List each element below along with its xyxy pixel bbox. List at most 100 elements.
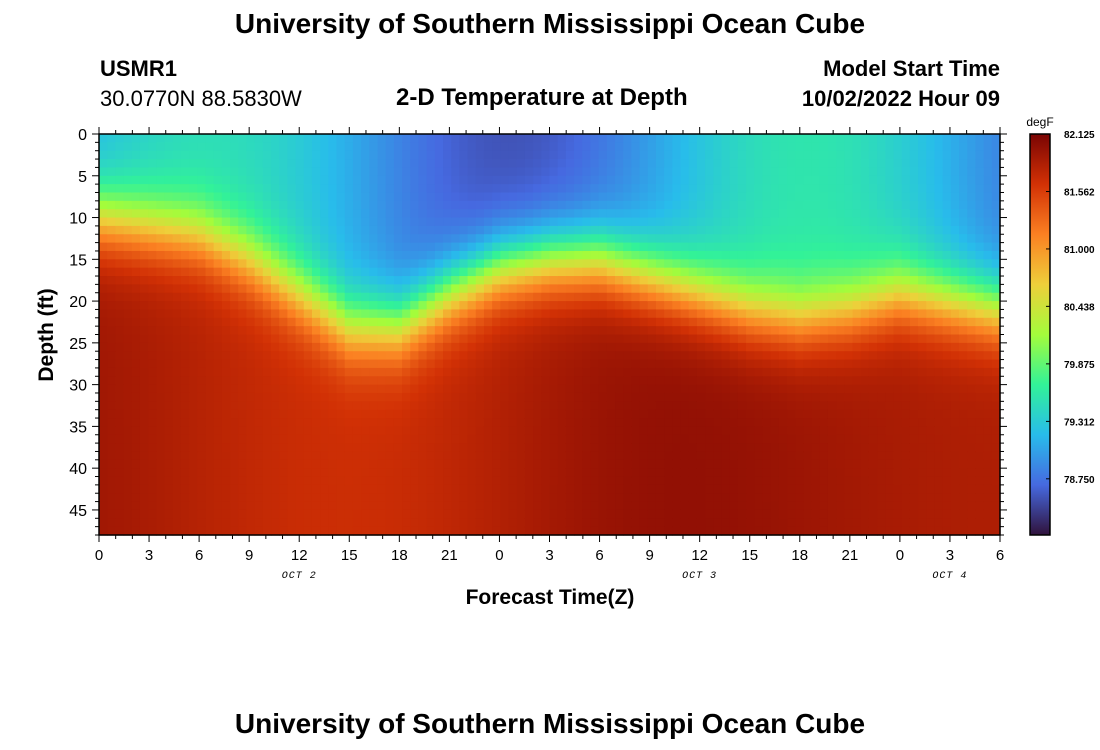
heatmap-cell bbox=[164, 501, 174, 511]
heatmap-cell bbox=[934, 526, 944, 536]
heatmap-cell bbox=[287, 418, 297, 427]
heatmap-cell bbox=[483, 384, 493, 394]
heatmap-cell bbox=[672, 493, 682, 503]
heatmap-cell bbox=[746, 509, 755, 519]
heatmap-cell bbox=[385, 192, 395, 202]
heatmap-cell bbox=[836, 418, 845, 427]
heatmap-cell bbox=[778, 150, 788, 160]
heatmap-cell bbox=[320, 317, 329, 327]
heatmap-cell bbox=[827, 484, 837, 494]
heatmap-cell bbox=[197, 351, 207, 361]
heatmap-cell bbox=[623, 392, 633, 402]
heatmap-cell bbox=[934, 150, 944, 160]
heatmap-cell bbox=[664, 142, 673, 152]
heatmap-cell bbox=[647, 225, 657, 235]
heatmap-cell bbox=[254, 476, 264, 486]
heatmap-cell bbox=[352, 217, 362, 227]
heatmap-cell bbox=[877, 418, 886, 427]
heatmap-cell bbox=[762, 184, 772, 194]
heatmap-cell bbox=[492, 493, 501, 503]
heatmap-cell bbox=[582, 501, 592, 511]
heatmap-cell bbox=[639, 225, 649, 235]
heatmap-cell bbox=[205, 468, 215, 478]
heatmap-cell bbox=[647, 518, 657, 528]
heatmap-cell bbox=[402, 209, 411, 219]
heatmap-cell bbox=[909, 359, 919, 369]
heatmap-cell bbox=[713, 309, 723, 319]
heatmap-cell bbox=[385, 209, 395, 219]
heatmap-cell bbox=[287, 217, 297, 227]
heatmap-cell bbox=[492, 509, 501, 519]
heatmap-cell bbox=[361, 326, 370, 336]
heatmap-cell bbox=[524, 401, 534, 411]
heatmap-cell bbox=[672, 276, 682, 285]
heatmap-cell bbox=[320, 276, 329, 285]
heatmap-cell bbox=[443, 459, 452, 469]
heatmap-cell bbox=[737, 267, 747, 277]
heatmap-cell bbox=[418, 518, 428, 528]
heatmap-cell bbox=[688, 518, 698, 528]
heatmap-cell bbox=[369, 434, 379, 444]
heatmap-cell bbox=[344, 351, 354, 361]
heatmap-cell bbox=[623, 367, 633, 377]
heatmap-cell bbox=[156, 317, 166, 327]
heatmap-cell bbox=[557, 200, 567, 210]
heatmap-cell bbox=[99, 175, 108, 185]
heatmap-cell bbox=[328, 317, 338, 327]
heatmap-cell bbox=[492, 259, 501, 269]
heatmap-cell bbox=[606, 476, 616, 486]
heatmap-cell bbox=[860, 217, 870, 227]
heatmap-cell bbox=[762, 418, 772, 427]
heatmap-cell bbox=[172, 317, 182, 327]
heatmap-cell bbox=[803, 134, 813, 143]
heatmap-cell bbox=[287, 434, 297, 444]
heatmap-cell bbox=[336, 184, 346, 194]
heatmap-cell bbox=[352, 518, 362, 528]
heatmap-cell bbox=[615, 459, 624, 469]
heatmap-cell bbox=[418, 326, 428, 336]
heatmap-cell bbox=[402, 309, 411, 319]
heatmap-cell bbox=[926, 342, 936, 352]
heatmap-cell bbox=[336, 493, 346, 503]
heatmap-cell bbox=[352, 159, 362, 169]
heatmap-cell bbox=[426, 501, 436, 511]
heatmap-cell bbox=[197, 209, 207, 219]
heatmap-cell bbox=[230, 351, 239, 361]
heatmap-cell bbox=[344, 250, 354, 260]
heatmap-cell bbox=[885, 150, 895, 160]
heatmap-cell bbox=[885, 367, 895, 377]
heatmap-cell bbox=[279, 384, 288, 394]
heatmap-cell bbox=[361, 351, 370, 361]
heatmap-cell bbox=[344, 167, 354, 177]
heatmap-cell bbox=[131, 451, 141, 461]
heatmap-cell bbox=[672, 242, 682, 252]
heatmap-cell bbox=[827, 276, 837, 285]
heatmap-cell bbox=[557, 317, 567, 327]
heatmap-cell bbox=[705, 493, 714, 503]
heatmap-cell bbox=[746, 351, 755, 361]
heatmap-cell bbox=[606, 167, 616, 177]
heatmap-cell bbox=[189, 200, 198, 210]
heatmap-cell bbox=[180, 209, 190, 219]
heatmap-cell bbox=[402, 484, 411, 494]
heatmap-cell bbox=[721, 250, 731, 260]
heatmap-cell bbox=[672, 250, 682, 260]
heatmap-cell bbox=[434, 451, 444, 461]
heatmap-cell bbox=[500, 526, 510, 536]
heatmap-cell bbox=[811, 376, 821, 386]
heatmap-cell bbox=[541, 234, 551, 244]
heatmap-cell bbox=[451, 317, 460, 327]
heatmap-cell bbox=[451, 242, 460, 252]
heatmap-cell bbox=[336, 459, 346, 469]
heatmap-cell bbox=[737, 376, 747, 386]
heatmap-cell bbox=[99, 509, 108, 519]
heatmap-cell bbox=[131, 209, 141, 219]
heatmap-cell bbox=[541, 392, 551, 402]
heatmap-cell bbox=[524, 292, 534, 302]
heatmap-cell bbox=[942, 384, 952, 394]
heatmap-cell bbox=[623, 476, 633, 486]
heatmap-cell bbox=[852, 476, 862, 486]
heatmap-cell bbox=[492, 434, 501, 444]
heatmap-cell bbox=[254, 284, 264, 294]
heatmap-cell bbox=[827, 518, 837, 528]
